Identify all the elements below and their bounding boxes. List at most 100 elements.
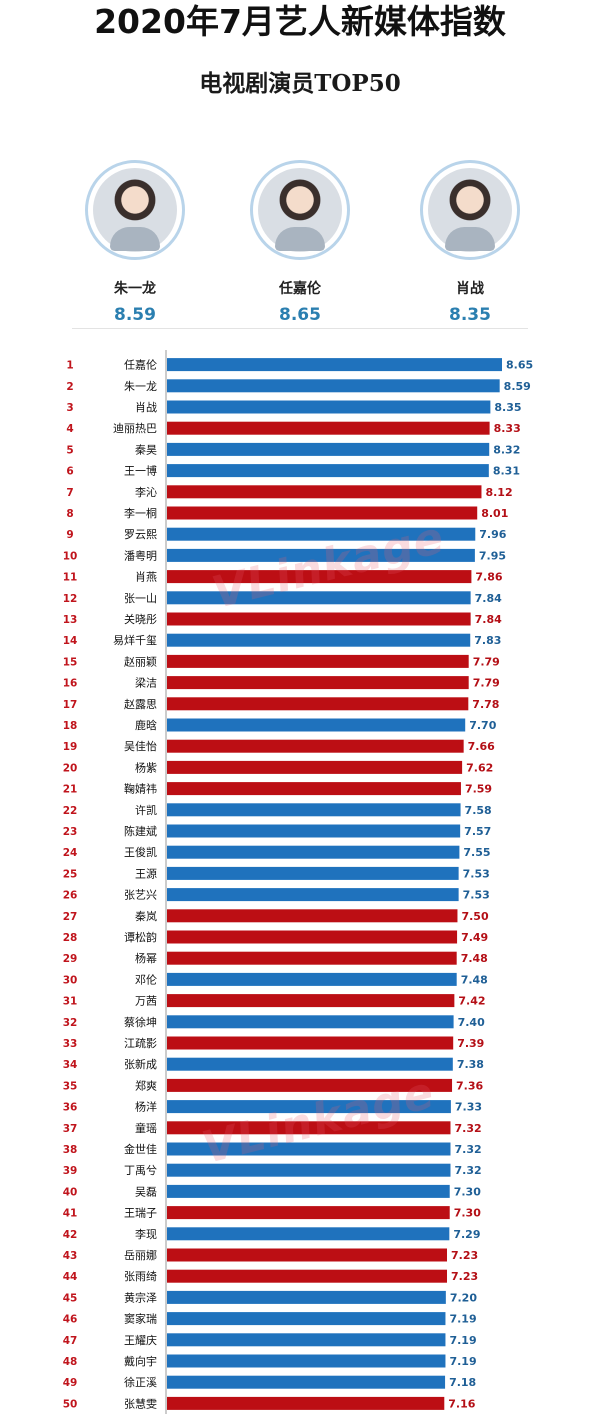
bar bbox=[167, 866, 459, 880]
rank-label: 14 bbox=[63, 635, 78, 647]
category-label: 徐正溪 bbox=[124, 1375, 157, 1389]
bar bbox=[167, 1184, 450, 1198]
bar bbox=[167, 1206, 450, 1220]
rank-label: 20 bbox=[63, 762, 78, 774]
podium-score: 8.65 bbox=[279, 305, 321, 325]
category-label: 丁禹兮 bbox=[124, 1163, 157, 1177]
bar bbox=[167, 1163, 451, 1177]
category-label: 李现 bbox=[135, 1227, 157, 1241]
bar bbox=[167, 803, 461, 817]
category-label: 张艺兴 bbox=[124, 889, 157, 902]
bar bbox=[167, 888, 459, 902]
bar bbox=[167, 1312, 446, 1326]
data-label: 7.49 bbox=[461, 931, 488, 944]
chart-subtitle: 电视剧演员TOP50 bbox=[199, 70, 401, 97]
rank-label: 21 bbox=[63, 784, 78, 796]
bar bbox=[167, 1121, 451, 1135]
rank-label: 18 bbox=[63, 720, 78, 732]
podium-second: 朱一龙 8.59 bbox=[75, 160, 195, 326]
data-label: 7.62 bbox=[466, 761, 493, 774]
rank-label: 49 bbox=[63, 1377, 78, 1389]
rank-label: 10 bbox=[63, 550, 78, 562]
category-label: 谭松韵 bbox=[124, 930, 157, 944]
rank-label: 39 bbox=[63, 1165, 78, 1177]
category-label: 王瑞子 bbox=[124, 1206, 157, 1220]
category-label: 王源 bbox=[135, 866, 157, 880]
bar bbox=[167, 654, 469, 668]
bar bbox=[167, 951, 457, 965]
rank-label: 5 bbox=[66, 444, 73, 456]
rank-label: 17 bbox=[63, 699, 78, 711]
category-label: 罗云熙 bbox=[124, 528, 157, 541]
rank-label: 28 bbox=[63, 932, 78, 944]
category-label: 迪丽热巴 bbox=[113, 422, 157, 435]
category-label: 陈建斌 bbox=[124, 824, 157, 838]
bar bbox=[167, 1333, 446, 1347]
bar bbox=[167, 421, 490, 435]
rank-label: 34 bbox=[63, 1059, 78, 1071]
bar bbox=[167, 1375, 446, 1389]
bar bbox=[167, 1396, 445, 1410]
rank-label: 3 bbox=[66, 402, 73, 414]
category-label: 赵丽颖 bbox=[124, 654, 157, 668]
data-label: 7.48 bbox=[461, 973, 488, 986]
rank-label: 27 bbox=[63, 911, 78, 923]
avatar-shoulders bbox=[110, 227, 160, 251]
data-label: 8.32 bbox=[493, 443, 520, 456]
podium-score: 8.35 bbox=[449, 305, 491, 325]
bar bbox=[167, 506, 478, 520]
category-label: 鹿晗 bbox=[135, 718, 157, 732]
bar bbox=[167, 570, 472, 584]
category-label: 易烊千玺 bbox=[113, 633, 157, 647]
category-label: 江疏影 bbox=[124, 1036, 157, 1050]
category-label: 郑爽 bbox=[135, 1078, 157, 1092]
bar bbox=[167, 1269, 448, 1283]
category-label: 赵露思 bbox=[124, 697, 157, 711]
bar bbox=[167, 548, 475, 562]
rank-label: 16 bbox=[63, 678, 78, 690]
data-label: 7.53 bbox=[463, 867, 490, 880]
bar bbox=[167, 612, 471, 626]
rank-label: 40 bbox=[63, 1186, 78, 1198]
data-label: 7.84 bbox=[475, 592, 502, 605]
rank-label: 11 bbox=[63, 572, 78, 584]
data-label: 7.18 bbox=[449, 1376, 476, 1389]
bar bbox=[167, 1354, 446, 1368]
data-label: 7.16 bbox=[448, 1397, 475, 1410]
bar bbox=[167, 464, 489, 478]
category-label: 肖燕 bbox=[135, 570, 157, 584]
rank-label: 19 bbox=[63, 741, 78, 753]
data-label: 7.23 bbox=[451, 1249, 478, 1262]
data-label: 7.30 bbox=[454, 1207, 481, 1220]
data-label: 7.32 bbox=[454, 1143, 481, 1156]
category-label: 吴佳怡 bbox=[124, 739, 157, 753]
data-label: 7.84 bbox=[475, 613, 502, 626]
category-label: 张慧雯 bbox=[124, 1396, 157, 1410]
rank-label: 1 bbox=[66, 360, 73, 372]
category-label: 张新成 bbox=[124, 1057, 157, 1071]
bar bbox=[167, 1015, 454, 1029]
category-label: 张一山 bbox=[124, 592, 157, 605]
data-label: 7.19 bbox=[449, 1355, 476, 1368]
bar-chart: 1 任嘉伦 8.65 2 朱一龙 8.59 3 肖战 8.35 4 迪丽热巴 8.33 5 秦昊 8.32 6… bbox=[63, 350, 533, 1414]
rank-label: 26 bbox=[63, 890, 78, 902]
data-label: 7.79 bbox=[473, 677, 500, 690]
category-label: 吴磊 bbox=[135, 1185, 157, 1198]
data-label: 8.31 bbox=[493, 465, 520, 478]
bar bbox=[167, 633, 471, 647]
bar bbox=[167, 760, 463, 774]
bar bbox=[167, 1227, 450, 1241]
rank-label: 8 bbox=[66, 508, 73, 520]
bar bbox=[167, 994, 455, 1008]
data-label: 8.33 bbox=[494, 422, 521, 435]
rank-label: 23 bbox=[63, 826, 78, 838]
bar bbox=[167, 1036, 454, 1050]
data-label: 8.35 bbox=[494, 401, 521, 414]
podium-third: 肖战 8.35 bbox=[410, 160, 530, 326]
category-label: 鞠婧祎 bbox=[124, 782, 157, 796]
rank-label: 32 bbox=[63, 1017, 78, 1029]
data-label: 8.65 bbox=[506, 359, 533, 372]
data-label: 7.55 bbox=[463, 846, 490, 859]
bar bbox=[167, 379, 500, 393]
category-label: 秦岚 bbox=[135, 909, 157, 923]
